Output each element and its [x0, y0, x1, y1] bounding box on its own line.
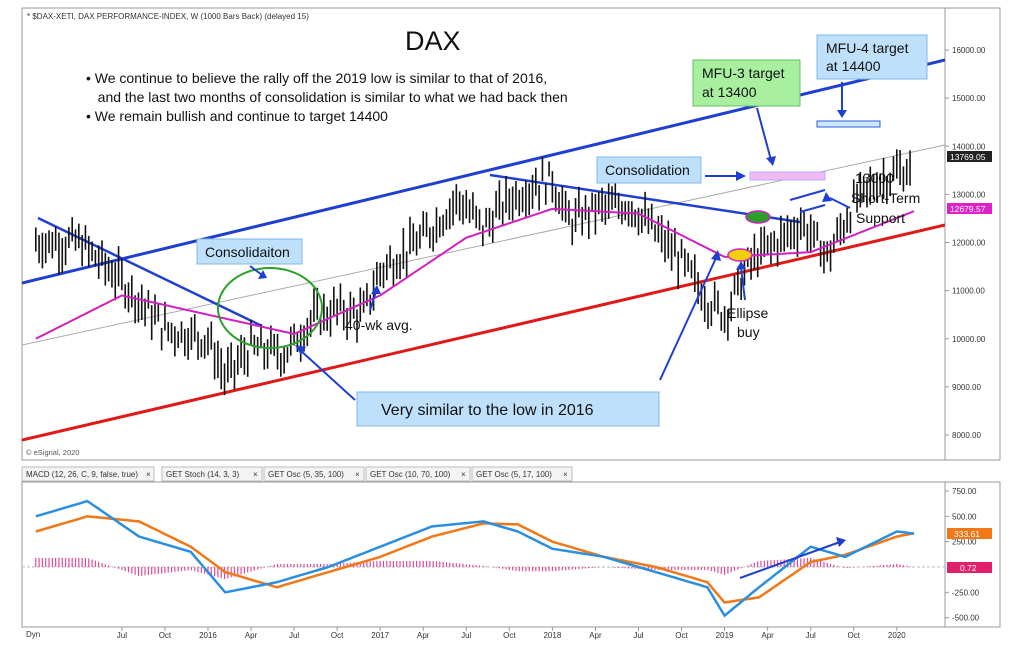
x-tick-label: 2018 [543, 631, 561, 640]
short-term-support-line-2 [799, 204, 826, 213]
tab-osc-2[interactable] [365, 466, 471, 482]
x-axis: Jul Oct 2016 Apr Jul Oct 2017 Apr Jul Oct 2018 Apr J… [117, 627, 906, 640]
ma-badge [947, 203, 992, 214]
tab-osc-2-close[interactable]: × [461, 470, 466, 479]
price-tick-label: 14000.00 [952, 142, 986, 151]
x-tick-label: Jul [806, 631, 816, 640]
mfu4-callout-line1: MFU-4 target [826, 40, 909, 56]
x-tick-label: Jul [289, 631, 299, 640]
price-tick-label: 11000.00 [952, 287, 985, 296]
x-tick-label: 2020 [888, 631, 906, 640]
symbol-line: * $DAX-XETI, DAX PERFORMANCE-INDEX, W (1… [27, 12, 309, 21]
macd-tick-label: -250.00 [952, 588, 980, 597]
tab-stoch[interactable] [161, 466, 263, 482]
x-tick-label: Oct [675, 631, 688, 640]
ma-label: 40-wk avg. [345, 317, 413, 333]
support-label-2: Short-Term [851, 190, 920, 206]
tab-osc-3-label: GET Osc (5, 17, 100) [476, 470, 552, 479]
price-tick-label: 15000.00 [952, 94, 986, 103]
tab-stoch-label: GET Stoch (14, 3, 3) [166, 470, 240, 479]
last-price-badge [947, 151, 992, 162]
price-tick-label: 16000.00 [952, 46, 986, 55]
macd-badge [947, 528, 992, 539]
macd-trend-arrow [739, 541, 841, 579]
tab-osc-2-label: GET Osc (10, 70, 100) [370, 470, 451, 479]
macd-tick-label: 750.00 [952, 487, 977, 496]
ma-value: 12679.57 [950, 204, 986, 214]
bullet-1-cont: and the last two months of consolidation… [86, 89, 568, 105]
ma-40wk-line [35, 207, 915, 340]
last-price-value: 13769.05 [950, 152, 986, 162]
hist-badge-value: 0.72 [960, 563, 977, 573]
price-axis: 8000.00 9000.00 10000.00 11000.00 12000.00 13… [945, 46, 986, 440]
macd-signal-line [35, 515, 915, 604]
x-tick-label: 2017 [371, 631, 389, 640]
mfu3-callout-line1: MFU-3 target [702, 65, 785, 81]
ellipse-buy-label-2: buy [737, 324, 760, 340]
tab-macd-close[interactable]: × [146, 470, 151, 479]
x-tick-label: Oct [848, 631, 861, 640]
macd-axis: 750.00 500.00 250.00 -250.00 -500.00 [945, 487, 980, 623]
x-tick-label: Oct [503, 631, 516, 640]
low-comparison-callout [356, 391, 660, 427]
mfu3-callout-line2: at 13400 [702, 84, 757, 100]
x-tick-label: Apr [761, 631, 774, 640]
x-tick-label: Apr [589, 631, 602, 640]
macd-badge-value: 333.61 [954, 529, 980, 539]
consolidation-callout-left [196, 238, 303, 265]
mfu3-callout [692, 59, 801, 107]
chart-title: DAX [405, 26, 461, 56]
indicator-tabs: MACD (12, 26, C, 9, false, true) × GET S… [21, 466, 573, 482]
x-tick-label: Apr [417, 631, 430, 640]
macd-line [35, 499, 915, 618]
green-ellipse-marker [745, 210, 771, 224]
ellipse-buy-label-1: Ellipse [727, 305, 768, 321]
short-term-support-line [789, 189, 826, 201]
x-tick-label: Oct [331, 631, 344, 640]
price-tick-label: 12000.00 [952, 239, 986, 248]
ellipse-buy-marker [727, 248, 753, 262]
price-tick-label: 13000.00 [952, 190, 986, 199]
x-tick-label: Jul [117, 631, 127, 640]
mfu3-target-zone [749, 171, 826, 181]
tab-osc-3-close[interactable]: × [563, 470, 568, 479]
esignal-watermark: © eSignal, 2020 [26, 448, 79, 457]
x-tick-label: 2019 [716, 631, 734, 640]
x-tick-label: Jul [461, 631, 471, 640]
x-tick-label: Apr [245, 631, 258, 640]
tab-macd[interactable] [21, 466, 155, 482]
consolidation-callout-left-text: Consolidaiton [205, 244, 290, 260]
x-tick-label: 2016 [199, 631, 217, 640]
macd-tick-label: 250.00 [952, 538, 977, 547]
x-tick-label: Jul [633, 631, 643, 640]
dyn-label[interactable]: Dyn [26, 630, 40, 639]
consolidation-callout-right-text: Consolidation [605, 162, 690, 178]
price-tick-label: 10000.00 [952, 335, 986, 344]
macd-tick-label: 500.00 [952, 512, 977, 521]
tab-osc-1-close[interactable]: × [355, 470, 360, 479]
x-tick-label: Oct [159, 631, 172, 640]
low-comparison-text: Very similar to the low in 2016 [381, 402, 594, 419]
macd-panel [21, 481, 1001, 628]
bullet-1: • We continue to believe the rally off t… [86, 70, 547, 86]
tab-osc-1-label: GET Osc (5, 35, 100) [268, 470, 344, 479]
mfu4-callout-line2: at 14400 [826, 58, 881, 74]
lower-channel-line [22, 223, 945, 442]
tab-osc-3[interactable] [471, 466, 573, 482]
bullet-2: • We remain bullish and continue to targ… [86, 108, 388, 124]
tab-osc-1[interactable] [263, 466, 365, 482]
mfu4-target-zone [816, 120, 881, 128]
support-label-3: Support [856, 210, 905, 226]
price-tick-label: 9000.00 [952, 383, 981, 392]
hist-badge [947, 562, 992, 573]
support-label-1: 13000 [855, 170, 894, 186]
mfu4-callout [816, 34, 928, 80]
price-tick-label: 8000.00 [952, 431, 981, 440]
consolidation-callout-right [596, 156, 702, 184]
macd-tick-label: -500.00 [952, 614, 980, 623]
tab-stoch-close[interactable]: × [253, 470, 258, 479]
consolidation-ellipse-2016 [217, 267, 323, 349]
tab-macd-label: MACD (12, 26, C, 9, false, true) [26, 470, 138, 479]
